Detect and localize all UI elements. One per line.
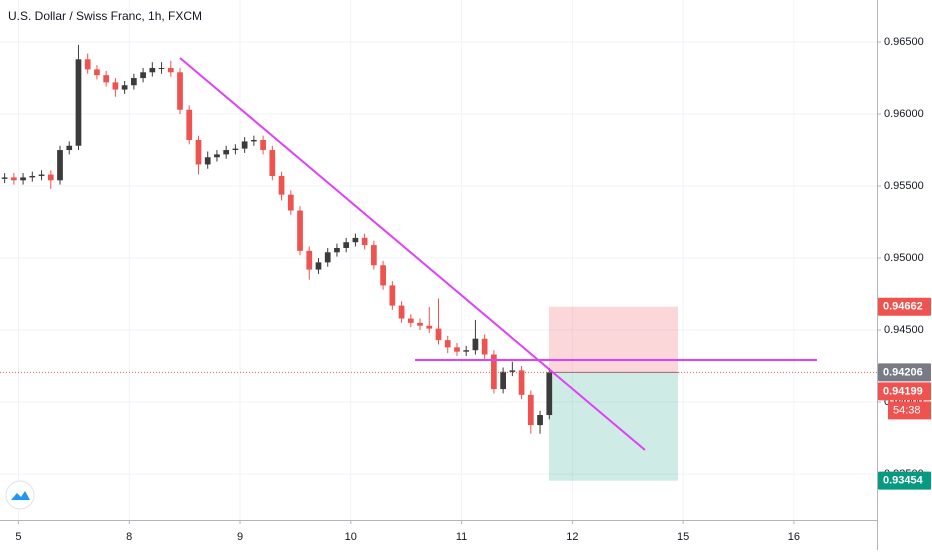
price-tag — [878, 471, 931, 490]
candle-body — [223, 150, 230, 155]
candle-body — [306, 250, 313, 270]
candle-body — [454, 347, 460, 352]
candle-body — [334, 247, 340, 253]
x-tick-label: 15 — [677, 531, 689, 543]
candle-body — [269, 150, 276, 176]
candle-body — [472, 338, 479, 351]
price-tag-label: 0.94662 — [883, 301, 923, 313]
drawings — [549, 306, 678, 481]
candle-body — [352, 237, 359, 243]
trend-line — [179, 57, 646, 451]
candle-body — [75, 59, 82, 146]
x-tick-label: 11 — [456, 531, 467, 543]
candle-body — [66, 145, 73, 151]
candle-body — [38, 174, 45, 176]
x-tick-label: 10 — [345, 531, 357, 543]
stop-zone — [549, 306, 678, 373]
candle-body — [103, 75, 110, 83]
candle-body — [251, 139, 257, 142]
overlay — [0, 57, 877, 451]
countdown-tag — [888, 401, 931, 420]
candle-body — [343, 242, 350, 248]
y-tick-label: 0.96000 — [884, 108, 924, 120]
candle-body — [278, 175, 285, 195]
candle-body — [130, 78, 137, 86]
price-tag-label: 0.94206 — [883, 366, 923, 378]
chart-title: U.S. Dollar / Swiss Franc, 1h, FXCM — [8, 9, 202, 23]
candle-body — [149, 67, 156, 73]
price-tag-label: 0.94199 — [883, 385, 923, 397]
x-tick-label: 9 — [237, 531, 243, 543]
candle-body — [426, 325, 433, 329]
grid — [0, 0, 877, 520]
price-tag — [878, 382, 931, 401]
price-tag-label: 0.93454 — [883, 475, 924, 487]
candle-body — [380, 265, 386, 286]
candle-body — [481, 338, 488, 355]
candle-body — [315, 262, 322, 270]
candle-body — [463, 350, 470, 352]
candle-body — [361, 237, 368, 246]
y-tick-label: 0.94500 — [884, 324, 924, 336]
candle-body — [260, 139, 266, 151]
y-tick-label: 0.95000 — [884, 252, 924, 264]
candle-body — [94, 69, 100, 76]
candle-body — [546, 372, 553, 416]
candle-body — [158, 67, 165, 69]
candle-body — [1, 177, 8, 179]
x-tick-label: 16 — [788, 531, 800, 543]
candle-body — [435, 328, 442, 341]
candle-body — [324, 252, 331, 263]
candle-body — [444, 340, 451, 348]
candle-body — [500, 371, 506, 390]
candle-body — [29, 175, 36, 178]
candle-body — [121, 85, 128, 90]
candle-body — [47, 174, 54, 181]
y-tick-label: 0.96500 — [884, 36, 924, 48]
candle-body — [204, 157, 211, 165]
candle-body — [112, 82, 119, 90]
candle-body — [389, 285, 396, 306]
candle-body — [491, 354, 497, 390]
candle-body — [537, 415, 543, 426]
candle-body — [371, 245, 377, 266]
price-tag — [878, 363, 931, 382]
candle-body — [84, 59, 91, 70]
candle-body — [509, 370, 516, 372]
candle-body — [57, 150, 63, 181]
candle-body — [186, 109, 193, 140]
candle-body — [177, 72, 183, 110]
candle-body — [398, 305, 405, 319]
countdown-label: 54:38 — [893, 404, 921, 416]
candle-body — [241, 141, 248, 149]
candle-body — [10, 177, 17, 181]
candle-body — [140, 72, 146, 79]
x-tick-label: 8 — [126, 531, 132, 543]
y-tick-label: 0.95500 — [884, 180, 924, 192]
candle-body — [297, 210, 303, 251]
candle-body — [167, 67, 174, 73]
logo — [5, 480, 35, 510]
target-zone — [549, 372, 678, 481]
candle-body — [518, 370, 525, 395]
candles — [1, 44, 553, 434]
price-tag — [878, 297, 931, 316]
candle-body — [407, 318, 414, 323]
candle-body — [20, 177, 26, 181]
x-tick-label: 12 — [566, 531, 578, 543]
candle-body — [195, 139, 202, 165]
candle-body — [214, 154, 220, 158]
candle-body — [527, 394, 534, 426]
candle-body — [417, 322, 423, 326]
candle-body — [287, 194, 294, 211]
x-tick-label: 5 — [15, 531, 21, 543]
candle-body — [232, 148, 239, 151]
